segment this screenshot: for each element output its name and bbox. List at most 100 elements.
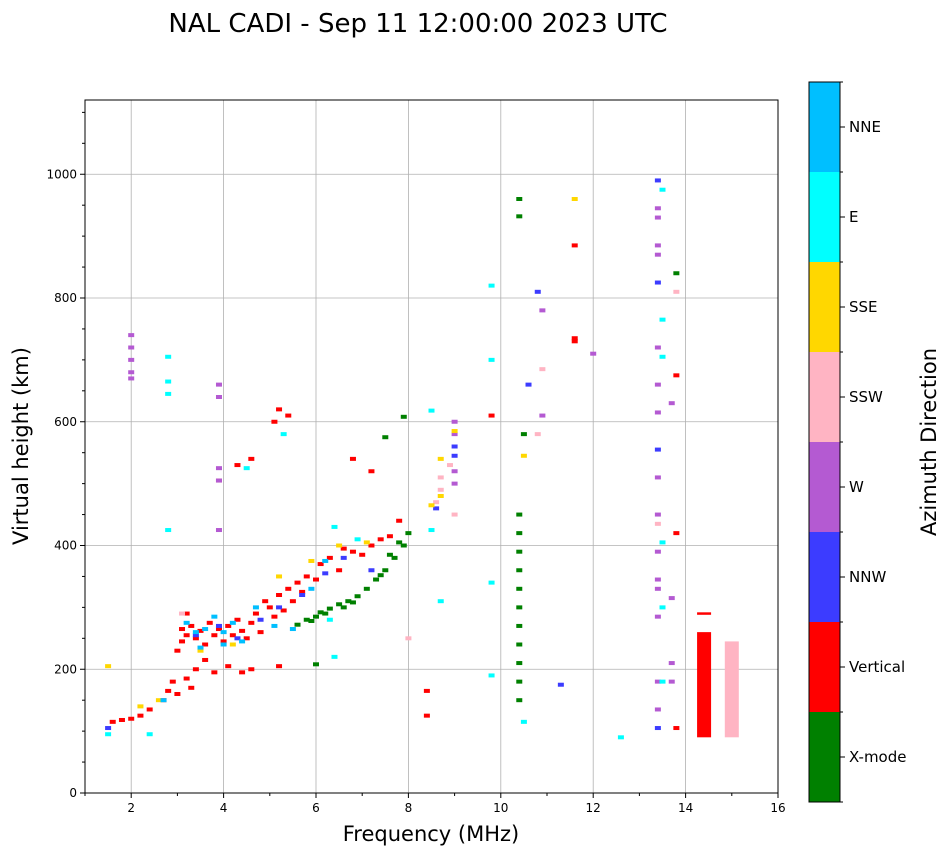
point-sse: [571, 197, 578, 201]
point-x-mode: [354, 594, 361, 599]
point-x-mode: [516, 197, 523, 201]
point-w: [451, 469, 458, 474]
colorbar-swatch: [809, 262, 840, 352]
point-vertical: [488, 413, 495, 418]
point-vertical: [285, 586, 292, 591]
point-e: [520, 719, 527, 724]
point-nnw: [557, 682, 564, 687]
point-sse: [363, 540, 370, 545]
point-w: [128, 370, 135, 375]
point-e: [659, 540, 666, 545]
point-vertical: [202, 642, 209, 647]
point-w: [668, 679, 675, 684]
point-nnw: [654, 178, 661, 183]
point-x-mode: [516, 531, 523, 536]
y-tick-label: 0: [69, 786, 77, 800]
point-x-mode: [363, 586, 370, 591]
point-w: [654, 382, 661, 387]
point-x-mode: [520, 432, 527, 437]
point-vertical: [252, 611, 259, 616]
point-w: [654, 345, 661, 350]
point-x-mode: [516, 549, 523, 554]
point-x-mode: [516, 605, 523, 610]
point-x-mode: [405, 531, 412, 536]
point-e: [659, 679, 666, 684]
colorbar-label: X-mode: [849, 748, 906, 766]
point-w: [654, 586, 661, 591]
point-w: [654, 549, 661, 554]
x-tick-label: 12: [586, 801, 601, 815]
point-e: [659, 317, 666, 322]
point-nne: [160, 698, 167, 703]
colorbar-swatch: [809, 442, 840, 532]
point-x-mode: [326, 606, 333, 611]
point-w: [451, 481, 458, 486]
point-ssw: [451, 512, 458, 517]
point-vertical: [326, 555, 333, 560]
bar-vertical: [697, 612, 712, 615]
point-vertical: [571, 336, 578, 341]
point-vertical: [202, 657, 209, 662]
point-nne: [252, 605, 259, 610]
point-nnw: [433, 506, 440, 511]
point-vertical: [673, 373, 680, 378]
point-e: [659, 354, 666, 359]
point-nnw: [234, 636, 241, 641]
point-w: [654, 252, 661, 257]
point-vertical: [673, 531, 680, 536]
point-nne: [322, 558, 329, 563]
point-sse: [105, 664, 112, 669]
point-w: [590, 351, 597, 356]
point-x-mode: [516, 642, 523, 647]
point-ssw: [437, 487, 444, 492]
point-w: [668, 661, 675, 666]
point-nne: [308, 586, 315, 591]
point-vertical: [349, 456, 356, 461]
point-e: [165, 528, 172, 533]
point-nne: [229, 620, 236, 625]
point-vertical: [340, 546, 347, 551]
point-ssw: [179, 611, 186, 616]
point-e: [146, 732, 153, 737]
point-vertical: [571, 243, 578, 248]
point-e: [437, 599, 444, 604]
point-e: [280, 432, 287, 437]
point-e: [105, 732, 112, 737]
point-sse: [155, 698, 162, 703]
point-w: [654, 243, 661, 248]
point-w: [128, 376, 135, 381]
point-sse: [137, 704, 144, 709]
point-vertical: [137, 713, 144, 718]
x-axis-label: Frequency (MHz): [343, 822, 519, 846]
y-tick-label: 400: [54, 539, 77, 553]
point-x-mode: [294, 622, 301, 627]
point-x-mode: [308, 618, 315, 623]
point-e: [659, 605, 666, 610]
point-w: [215, 478, 222, 483]
point-vertical: [183, 633, 190, 638]
point-w: [215, 395, 222, 399]
point-w: [654, 206, 661, 211]
point-vertical: [336, 568, 343, 573]
point-vertical: [285, 413, 292, 418]
point-nnw: [451, 453, 458, 458]
point-x-mode: [396, 540, 403, 545]
point-ssw: [433, 500, 440, 505]
point-vertical: [239, 670, 246, 675]
colorbar-title: Azimuth Direction: [917, 348, 941, 536]
point-e: [488, 673, 495, 678]
colorbar-swatch: [809, 352, 840, 442]
point-e: [488, 580, 495, 585]
point-sse: [197, 648, 204, 653]
point-vertical: [206, 620, 213, 625]
point-nnw: [654, 447, 661, 452]
point-w: [451, 432, 458, 437]
point-w: [654, 475, 661, 480]
data-marks: [105, 178, 739, 740]
point-nne: [202, 627, 209, 632]
point-x-mode: [516, 661, 523, 666]
point-w: [654, 410, 661, 415]
point-x-mode: [516, 214, 523, 219]
point-vertical: [280, 608, 287, 613]
